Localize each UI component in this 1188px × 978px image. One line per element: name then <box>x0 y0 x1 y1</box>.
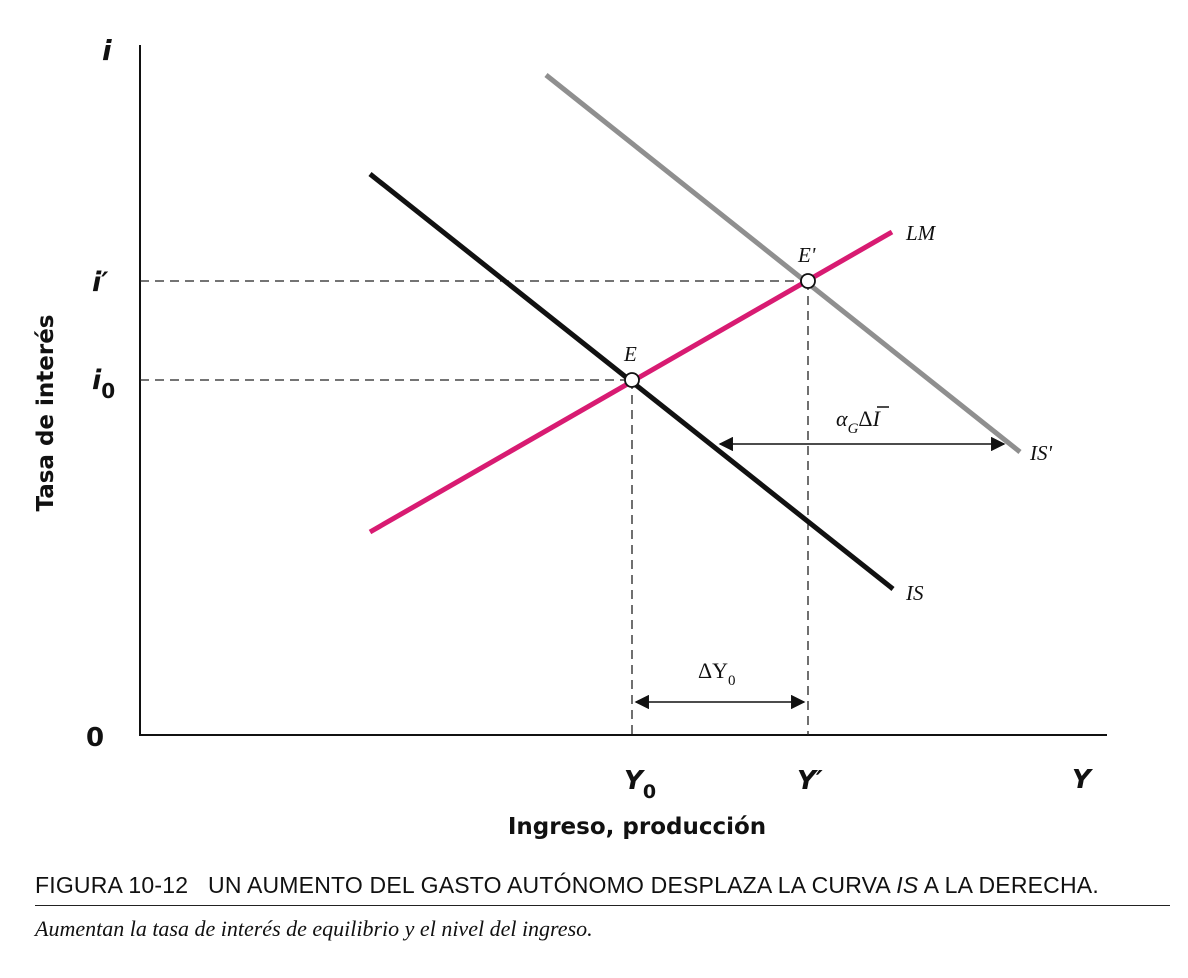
x-axis-title: Ingreso, producción <box>508 814 766 840</box>
i0-label: i0 <box>92 365 115 403</box>
figure-caption-title: FIGURA 10-12 UN AUMENTO DEL GASTO AUTÓNO… <box>35 872 1170 906</box>
figure-caption-subtitle: Aumentan la tasa de interés de equilibri… <box>35 916 593 941</box>
point-E-prime-label: E' <box>797 243 816 267</box>
origin-label: 0 <box>86 723 104 753</box>
equilibrium-point-E-prime <box>800 273 816 289</box>
is-prime-curve-label: IS' <box>1029 441 1052 465</box>
delta-y-label: ΔY0 <box>698 658 736 689</box>
i-prime-label: i′ <box>92 267 108 298</box>
y-axis-symbol: i <box>102 34 112 67</box>
is-prime-curve <box>544 73 1022 454</box>
caption-suffix: A LA DERECHA. <box>918 872 1099 898</box>
is-lm-diagram: i Y 0 i′ i0 Y0 Y′ Ingreso, producción Ta… <box>33 34 1107 840</box>
caption-italic-word: IS <box>896 872 919 898</box>
lm-curve-label: LM <box>905 221 937 245</box>
y-axis-title: Tasa de interés <box>33 314 59 511</box>
equilibrium-point-E <box>624 372 640 388</box>
Y0-label: Y0 <box>624 766 656 803</box>
caption-prefix: FIGURA 10-12 UN AUMENTO DEL GASTO AUTÓNO… <box>35 872 897 898</box>
point-E-label: E <box>623 342 637 366</box>
x-axis-symbol: Y <box>1072 765 1094 795</box>
shift-label: αGΔI <box>836 406 882 437</box>
is-curve-label: IS <box>905 581 924 605</box>
Y-prime-label: Y′ <box>797 766 823 796</box>
